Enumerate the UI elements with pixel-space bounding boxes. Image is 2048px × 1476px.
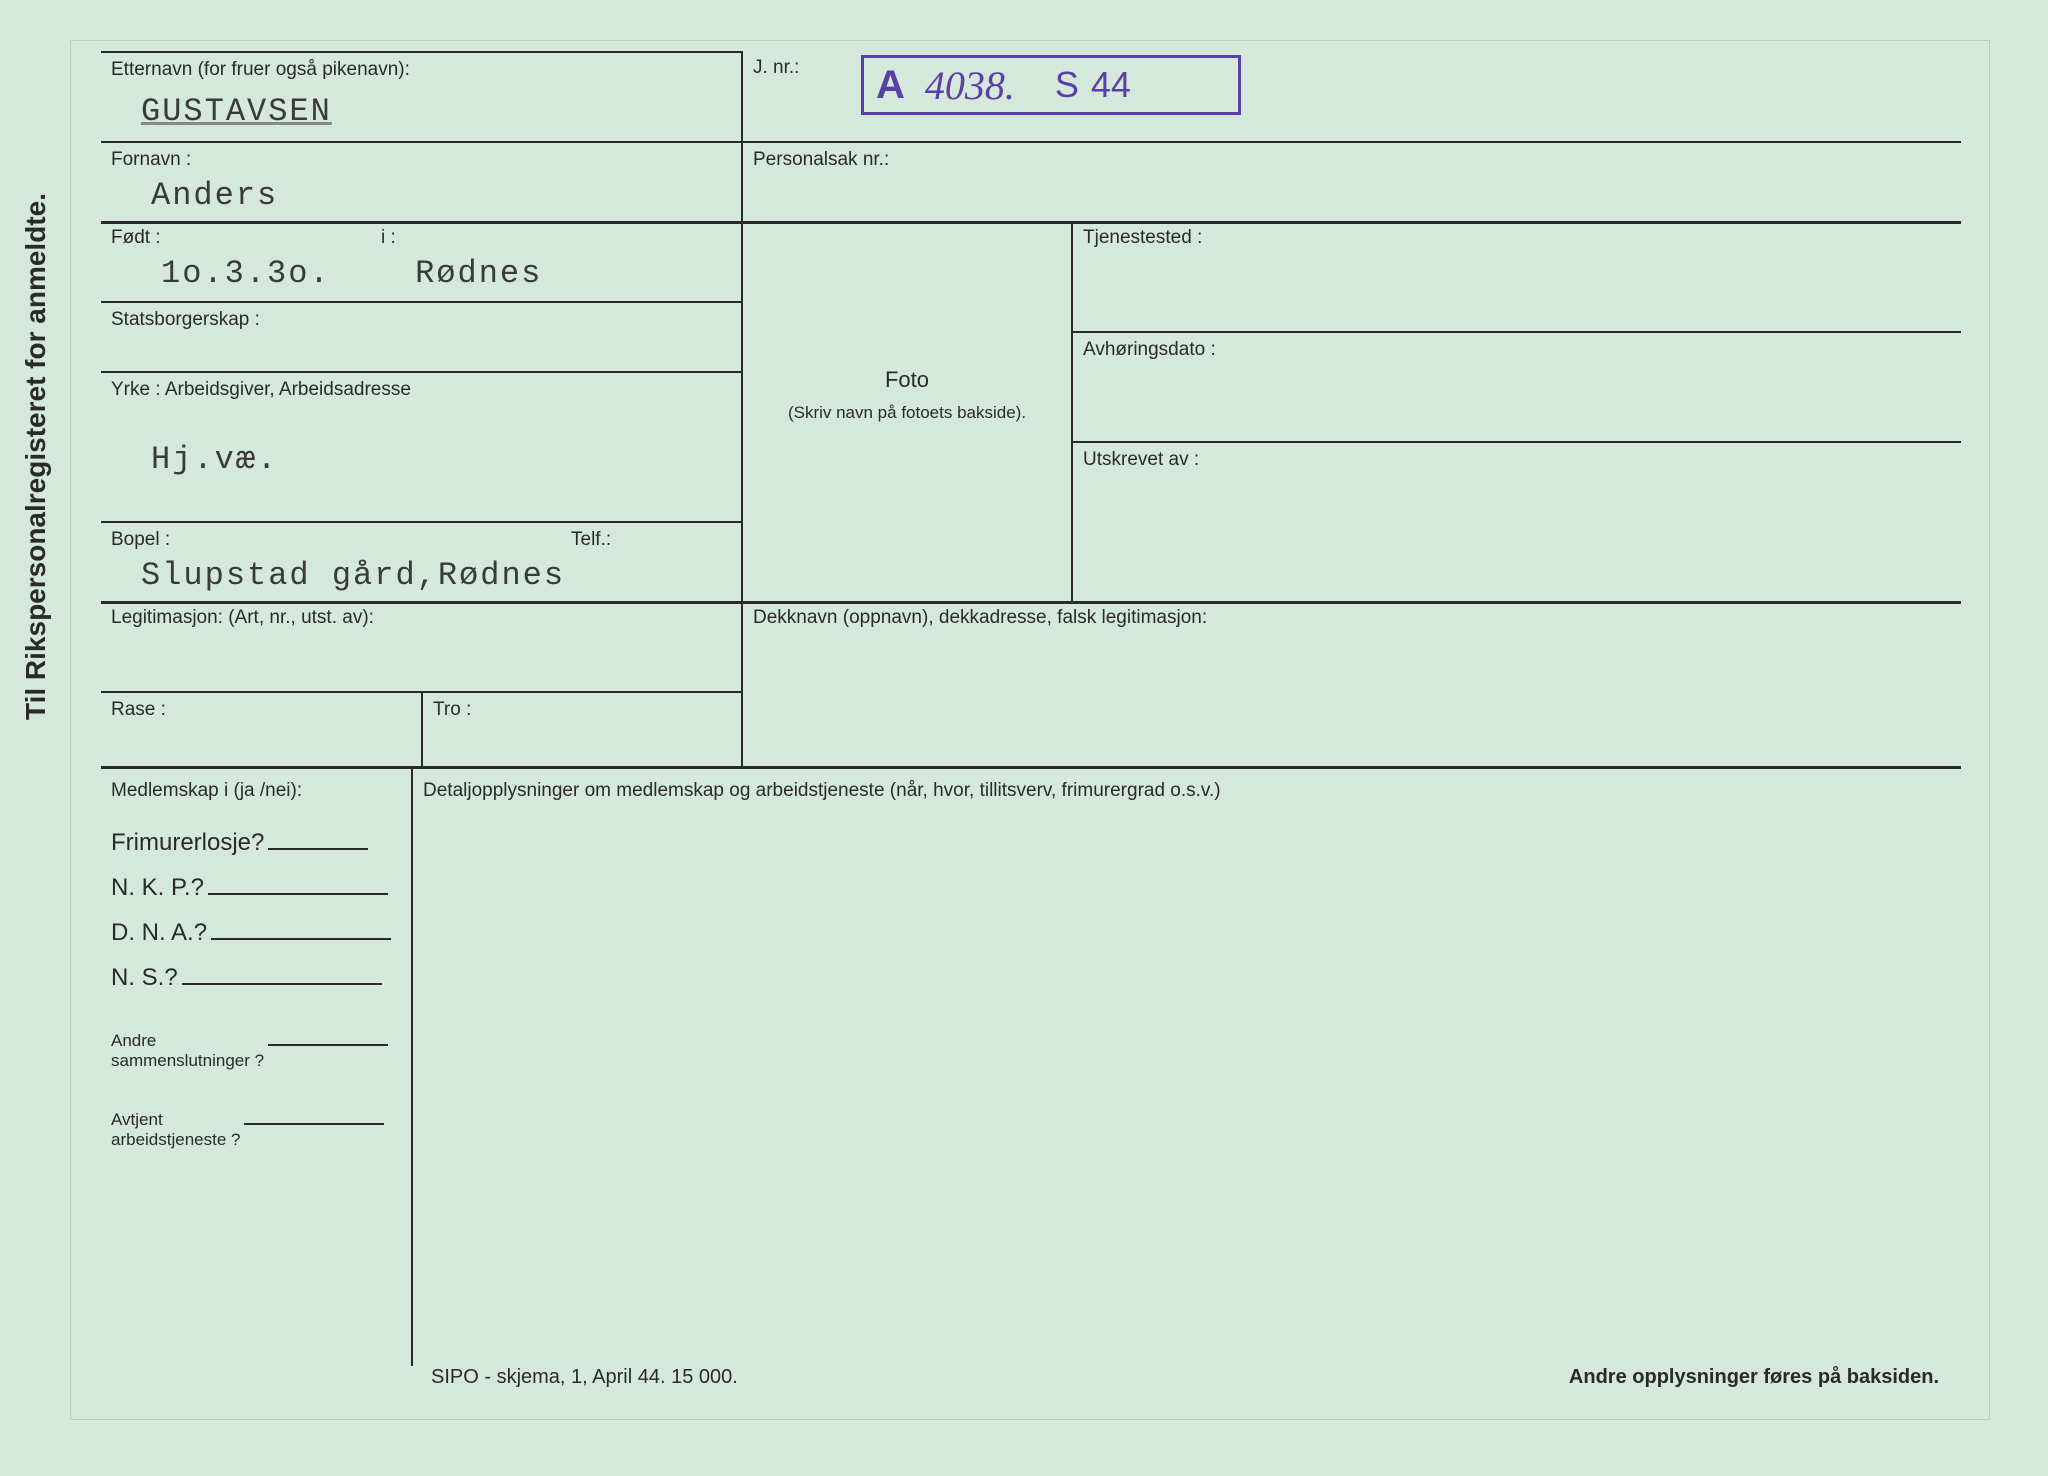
label-detalj: Detaljopplysninger om medlemskap og arbe…: [423, 780, 1951, 802]
label-rase: Rase :: [111, 699, 411, 721]
cell-yrke: Yrke : Arbeidsgiver, Arbeidsadresse Hj.v…: [101, 371, 741, 521]
label-statsborgerskap: Statsborgerskap :: [111, 309, 731, 331]
label-frimurer: Frimurerlosje?: [111, 829, 264, 857]
ms-ns: N. S.?: [111, 961, 401, 992]
label-bopel: Bopel :: [111, 529, 170, 550]
cell-etternavn: Etternavn (for fruer også pikenavn): GUS…: [101, 51, 741, 141]
ms-andre: Andre sammenslutninger ?: [111, 1022, 401, 1071]
label-dekknavn: Dekknavn (oppnavn), dekkadresse, falsk l…: [753, 607, 1951, 629]
cell-fornavn: Fornavn : Anders: [101, 141, 741, 221]
cell-rase: Rase :: [101, 691, 421, 766]
cell-dekknavn: Dekknavn (oppnavn), dekkadresse, falsk l…: [741, 601, 1961, 766]
label-ns: N. S.?: [111, 964, 178, 992]
cell-statsborgerskap: Statsborgerskap :: [101, 301, 741, 371]
label-nkp: N. K. P.?: [111, 874, 204, 902]
stamp-s: S: [1055, 64, 1079, 106]
cell-personalsak: Personalsak nr.:: [741, 141, 1961, 221]
label-legitimasjon: Legitimasjon: (Art, nr., utst. av):: [111, 607, 731, 629]
label-yrke: Yrke : Arbeidsgiver, Arbeidsadresse: [111, 379, 731, 401]
value-bopel: Slupstad gård,Rødnes: [141, 557, 731, 594]
label-medlemskap: Medlemskap i (ja /nei):: [111, 780, 401, 802]
ms-dna: D. N. A.?: [111, 916, 401, 947]
cell-medlemskap: Medlemskap i (ja /nei): Frimurerlosje? N…: [101, 766, 411, 1366]
label-i: i :: [381, 227, 396, 249]
cell-tro: Tro :: [421, 691, 741, 766]
label-foto-note: (Skriv navn på fotoets bakside).: [753, 403, 1061, 423]
footer-andre-oppl: Andre opplysninger føres på baksiden.: [1569, 1366, 1939, 1389]
label-avtjent: Avtjent arbeidstjeneste ?: [111, 1110, 240, 1150]
cell-foto: Foto (Skriv navn på fotoets bakside).: [741, 221, 1071, 601]
label-avhoringsdato: Avhøringsdato :: [1083, 339, 1951, 361]
cell-utskrevet: Utskrevet av :: [1071, 441, 1961, 601]
value-yrke: Hj.væ.: [151, 441, 731, 478]
cell-legitimasjon: Legitimasjon: (Art, nr., utst. av):: [101, 601, 741, 691]
cell-detalj: Detaljopplysninger om medlemskap og arbe…: [411, 766, 1961, 1366]
label-tjenestested: Tjenestested :: [1083, 227, 1951, 249]
value-fornavn: Anders: [151, 177, 731, 214]
value-fodt-i: Rødnes: [415, 255, 542, 292]
label-utskrevet: Utskrevet av :: [1083, 449, 1951, 471]
stamp-number: 4038.: [925, 62, 1015, 109]
cell-bopel: Bopel : Telf.: Slupstad gård,Rødnes: [101, 521, 741, 601]
label-telf: Telf.:: [571, 529, 611, 551]
value-fodt: 1o.3.3o.: [161, 255, 331, 292]
label-fornavn: Fornavn :: [111, 149, 731, 171]
value-etternavn: GUSTAVSEN: [141, 93, 731, 130]
cell-tjenestested: Tjenestested :: [1071, 221, 1961, 331]
ms-avtjent: Avtjent arbeidstjeneste ?: [111, 1101, 401, 1150]
cell-fodt: Født : i : 1o.3.3o. Rødnes: [101, 221, 741, 301]
label-foto: Foto: [753, 367, 1061, 393]
registration-card: Etternavn (for fruer også pikenavn): GUS…: [70, 40, 1990, 1420]
label-personalsak: Personalsak nr.:: [753, 149, 1951, 171]
stamp-a: A: [876, 63, 905, 108]
label-tro: Tro :: [433, 699, 731, 721]
label-andre-samm: Andre sammenslutninger ?: [111, 1031, 264, 1071]
label-fodt: Født :: [111, 227, 161, 248]
footer-sipo: SIPO - skjema, 1, April 44. 15 000.: [431, 1366, 738, 1389]
label-etternavn: Etternavn (for fruer også pikenavn):: [111, 59, 731, 81]
side-label: Til Rikspersonalregisteret for anmeldte.: [20, 193, 52, 720]
ms-nkp: N. K. P.?: [111, 871, 401, 902]
label-dna: D. N. A.?: [111, 919, 207, 947]
cell-avhoringsdato: Avhøringsdato :: [1071, 331, 1961, 441]
stamp-s-num: 44: [1091, 64, 1131, 106]
ms-frimurer: Frimurerlosje?: [111, 826, 401, 857]
stamp-box: A 4038. S 44: [861, 55, 1241, 115]
